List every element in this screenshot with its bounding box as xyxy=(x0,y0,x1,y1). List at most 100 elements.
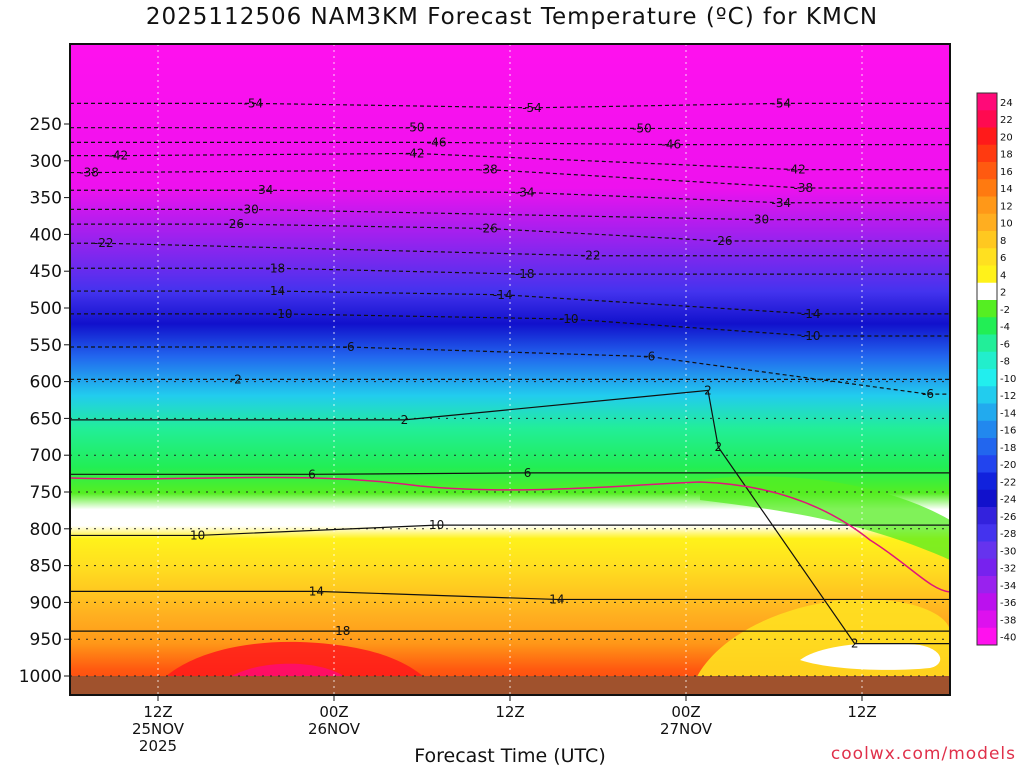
y-tick-label: 800 xyxy=(30,520,62,540)
y-tick-label: 700 xyxy=(30,446,62,466)
colorbar-swatch xyxy=(977,179,997,197)
contour-label: -18 xyxy=(266,261,286,275)
contour-label: -2 xyxy=(230,372,242,386)
colorbar-swatch xyxy=(977,282,997,301)
colorbar-label: -16 xyxy=(1000,426,1016,437)
colorbar-label: -14 xyxy=(1000,408,1016,419)
colorbar-swatch xyxy=(977,420,997,439)
colorbar-label: 14 xyxy=(1000,184,1013,195)
x-axis-label: Forecast Time (UTC) xyxy=(414,745,606,767)
contour-label: -34 xyxy=(515,185,535,199)
contour-labels: -54 -54 -54-50 -50-46 -46-42 -42-42-38 -38-38-… xyxy=(79,96,934,650)
contour-label: -10 xyxy=(273,307,293,321)
gridlines xyxy=(70,44,950,695)
contour-label: 14 xyxy=(549,592,564,606)
colorbar-label: 6 xyxy=(1000,253,1006,264)
contour-line-neg34 xyxy=(70,189,950,204)
colorbar-swatch xyxy=(977,386,997,404)
colorbar-swatch xyxy=(977,144,997,163)
contour-label: -6 xyxy=(343,340,355,354)
y-axis: 250 300 350 400 450 500 550 600 650 700 750 800 850 9… xyxy=(19,115,70,687)
colorbar-label: -32 xyxy=(1000,564,1016,575)
colorbar-swatch xyxy=(977,351,997,370)
colorbar-swatch xyxy=(977,524,997,542)
colorbar-swatch xyxy=(977,507,997,525)
contour-line-neg10 xyxy=(70,313,950,337)
contour-label: -14 xyxy=(493,288,513,302)
contour-label: -38 xyxy=(794,181,814,195)
contour-label: -38 xyxy=(79,166,99,180)
contour-label: 2 xyxy=(851,637,859,651)
contour-label: -50 xyxy=(632,121,652,135)
colorbar-swatch xyxy=(977,317,997,335)
colorbar-swatch xyxy=(977,610,997,629)
colorbar-label: -12 xyxy=(1000,391,1016,402)
colorbar-swatch xyxy=(977,438,997,456)
y-tick-label: 750 xyxy=(30,483,62,503)
y-tick-label: 1000 xyxy=(19,667,62,687)
colorbar-swatch xyxy=(977,627,997,646)
y-tick-label: 850 xyxy=(30,557,62,577)
contour-line-pos6 xyxy=(70,472,950,475)
ground-strip xyxy=(70,676,950,695)
contour-line-neg42 xyxy=(70,152,950,171)
contour-label: -14 xyxy=(801,307,821,321)
colorbar-swatch xyxy=(977,369,997,387)
credit-link[interactable]: coolwx.com/models xyxy=(830,744,1016,764)
y-tick-label: 450 xyxy=(30,262,62,282)
contour-label: -54 xyxy=(772,96,792,110)
colorbar-swatch xyxy=(977,162,997,180)
colorbar-label: -2 xyxy=(1000,305,1010,316)
colorbar-label: -40 xyxy=(1000,633,1016,644)
contour-line-neg14 xyxy=(70,290,950,315)
x-tick-label: 27NOV xyxy=(660,720,713,738)
colorbar-swatch xyxy=(977,455,997,473)
colorbar-label: -8 xyxy=(1000,357,1010,368)
x-tick-label: 00Z xyxy=(319,703,348,721)
colorbar-label: 20 xyxy=(1000,132,1013,143)
colorbar-label: -34 xyxy=(1000,581,1016,592)
colorbar-label: 16 xyxy=(1000,167,1013,178)
colorbar-swatch xyxy=(977,265,997,284)
contour-label: -14 xyxy=(266,284,286,298)
contour-label: -26 xyxy=(478,222,498,236)
x-tick-label: 00Z xyxy=(671,703,700,721)
colorbar-label: 8 xyxy=(1000,236,1006,247)
colorbar-label: -26 xyxy=(1000,512,1016,523)
colorbar-label: -18 xyxy=(1000,443,1016,454)
contour-label: -50 xyxy=(405,121,425,135)
colorbar-label: -24 xyxy=(1000,495,1016,506)
colorbar-swatch xyxy=(977,334,997,353)
contour-lines xyxy=(69,102,951,645)
chart-title: 2025112506 NAM3KM Forecast Temperature (… xyxy=(145,4,879,30)
y-tick-label: 350 xyxy=(30,189,62,209)
contour-label: 6 xyxy=(524,466,532,480)
contour-label: -54 xyxy=(522,101,542,115)
colorbar-label: -10 xyxy=(1000,374,1016,385)
colorbar-label: -22 xyxy=(1000,477,1016,488)
colorbar-label: 22 xyxy=(1000,115,1013,126)
freezing-line xyxy=(69,476,951,593)
y-tick-label: 500 xyxy=(30,299,62,319)
contour-label: -30 xyxy=(750,213,770,227)
cold-intrusion-region xyxy=(700,476,950,560)
colorbar-swatch xyxy=(977,127,997,146)
contour-label: 2 xyxy=(714,440,722,454)
contour-line-neg50 xyxy=(70,127,950,130)
contour-label: -54 xyxy=(244,96,264,110)
contour-line-neg22 xyxy=(70,242,950,257)
colorbar-swatch xyxy=(977,593,997,611)
colorbar-label: -38 xyxy=(1000,615,1016,626)
contour-label: -6 xyxy=(643,350,655,364)
colorbar-swatch xyxy=(977,93,997,111)
x-tick-label: 12Z xyxy=(495,703,524,721)
contour-label: 10 xyxy=(190,528,205,542)
contour-label: -22 xyxy=(581,249,601,263)
contour-line-neg26 xyxy=(70,223,950,242)
y-tick-label: 600 xyxy=(30,373,62,393)
contour-label: -10 xyxy=(559,312,579,326)
contour-line-neg18 xyxy=(70,267,950,275)
colorbar-label: -6 xyxy=(1000,339,1010,350)
